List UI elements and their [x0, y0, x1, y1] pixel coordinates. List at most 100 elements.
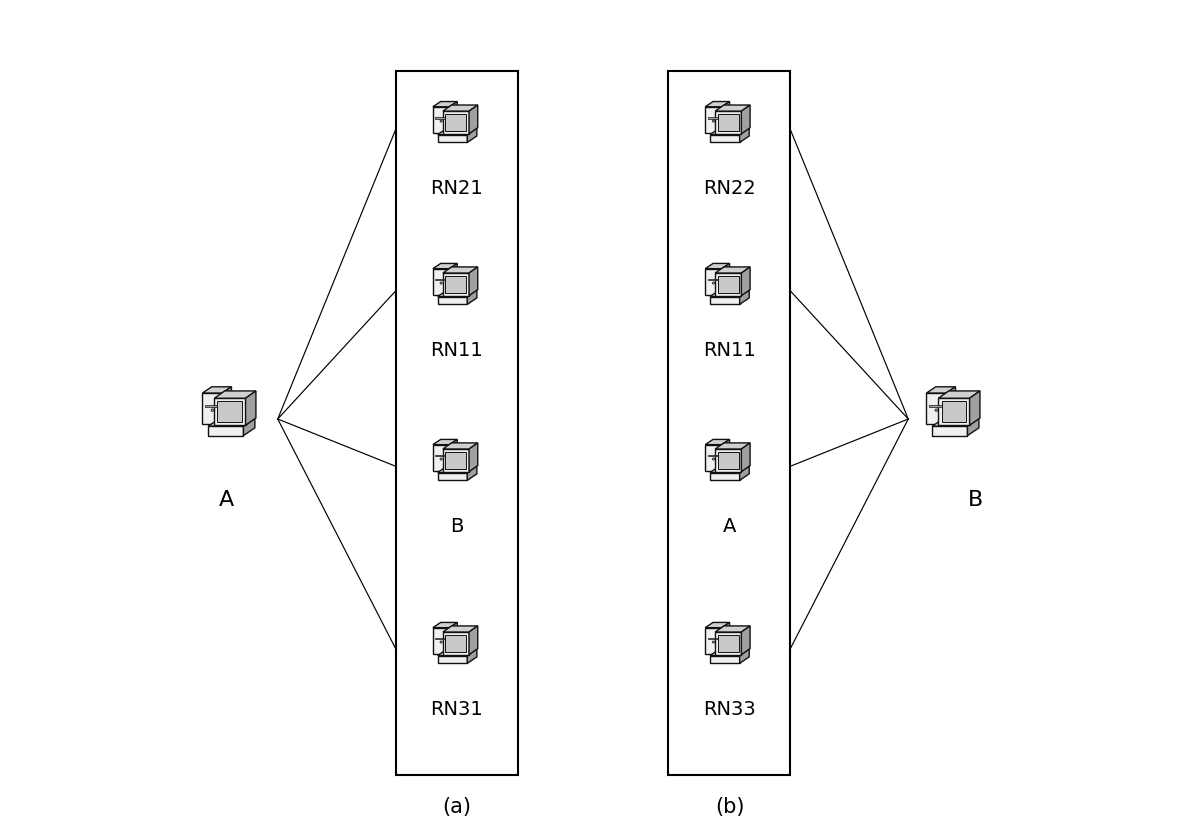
Bar [708, 117, 719, 118]
Polygon shape [706, 106, 722, 133]
Text: RN11: RN11 [703, 341, 755, 360]
Polygon shape [454, 138, 466, 141]
Bar [458, 134, 463, 138]
Polygon shape [433, 439, 458, 445]
Bar [718, 114, 739, 132]
Polygon shape [215, 398, 246, 425]
Polygon shape [449, 101, 458, 133]
Polygon shape [938, 398, 970, 425]
Bar [718, 276, 739, 293]
Polygon shape [722, 101, 729, 133]
Bar [932, 427, 968, 436]
Bar [731, 654, 735, 659]
Text: RN33: RN33 [703, 700, 755, 719]
Bar [708, 638, 719, 639]
Polygon shape [454, 659, 466, 662]
Polygon shape [706, 269, 722, 295]
Polygon shape [215, 391, 256, 398]
Bar [435, 638, 447, 639]
Polygon shape [438, 466, 477, 473]
Circle shape [440, 120, 442, 122]
Polygon shape [722, 439, 729, 471]
Polygon shape [449, 263, 458, 295]
Polygon shape [740, 649, 750, 664]
Bar [205, 406, 219, 407]
Polygon shape [442, 111, 468, 134]
Polygon shape [208, 418, 255, 427]
Polygon shape [442, 449, 468, 472]
Polygon shape [468, 267, 478, 296]
Polygon shape [438, 649, 477, 655]
Polygon shape [438, 290, 477, 297]
Bar [731, 296, 735, 300]
Polygon shape [970, 391, 980, 425]
Circle shape [211, 409, 213, 411]
Bar [217, 401, 242, 422]
Bar [446, 452, 466, 469]
Polygon shape [468, 443, 478, 472]
Polygon shape [926, 387, 956, 393]
Polygon shape [706, 263, 729, 269]
Circle shape [713, 458, 715, 460]
Bar [208, 427, 243, 436]
Circle shape [440, 641, 442, 643]
Polygon shape [222, 387, 231, 424]
Polygon shape [706, 445, 722, 471]
Text: B: B [451, 517, 464, 535]
Bar [710, 655, 740, 664]
Polygon shape [706, 623, 729, 628]
Circle shape [713, 120, 715, 122]
Polygon shape [740, 466, 750, 480]
Circle shape [935, 409, 938, 411]
Polygon shape [710, 128, 750, 135]
Polygon shape [467, 290, 477, 304]
Bar [438, 655, 467, 664]
Bar [718, 634, 739, 652]
Polygon shape [438, 128, 477, 135]
Text: A: A [722, 517, 735, 535]
Polygon shape [715, 267, 750, 273]
Polygon shape [951, 431, 967, 433]
Polygon shape [433, 269, 449, 295]
Polygon shape [454, 476, 466, 478]
Text: RN22: RN22 [703, 178, 755, 198]
Polygon shape [932, 418, 978, 427]
Polygon shape [938, 391, 980, 398]
Bar [435, 117, 447, 118]
Circle shape [440, 458, 442, 460]
Polygon shape [726, 300, 739, 303]
Polygon shape [715, 105, 750, 111]
Bar [458, 296, 463, 300]
Text: (b): (b) [715, 797, 745, 817]
Bar [435, 455, 447, 457]
Text: RN31: RN31 [431, 700, 483, 719]
Polygon shape [715, 626, 750, 632]
Polygon shape [243, 418, 255, 436]
Bar [438, 297, 467, 304]
Bar [731, 134, 735, 138]
Circle shape [713, 641, 715, 643]
Polygon shape [722, 623, 729, 654]
Polygon shape [706, 101, 729, 106]
Polygon shape [741, 626, 750, 654]
Text: RN11: RN11 [431, 341, 483, 360]
Polygon shape [468, 626, 478, 654]
Bar [446, 276, 466, 293]
Text: RN21: RN21 [431, 178, 483, 198]
Polygon shape [433, 106, 449, 133]
Polygon shape [740, 128, 750, 142]
Polygon shape [449, 623, 458, 654]
Polygon shape [467, 128, 477, 142]
Polygon shape [246, 391, 256, 425]
Polygon shape [726, 659, 739, 662]
Polygon shape [449, 439, 458, 471]
Polygon shape [433, 623, 458, 628]
Polygon shape [442, 273, 468, 296]
Bar [446, 114, 466, 132]
Polygon shape [710, 466, 750, 473]
Polygon shape [741, 105, 750, 134]
Bar [718, 452, 739, 469]
Bar [458, 472, 463, 476]
Polygon shape [442, 267, 478, 273]
Bar [438, 135, 467, 142]
